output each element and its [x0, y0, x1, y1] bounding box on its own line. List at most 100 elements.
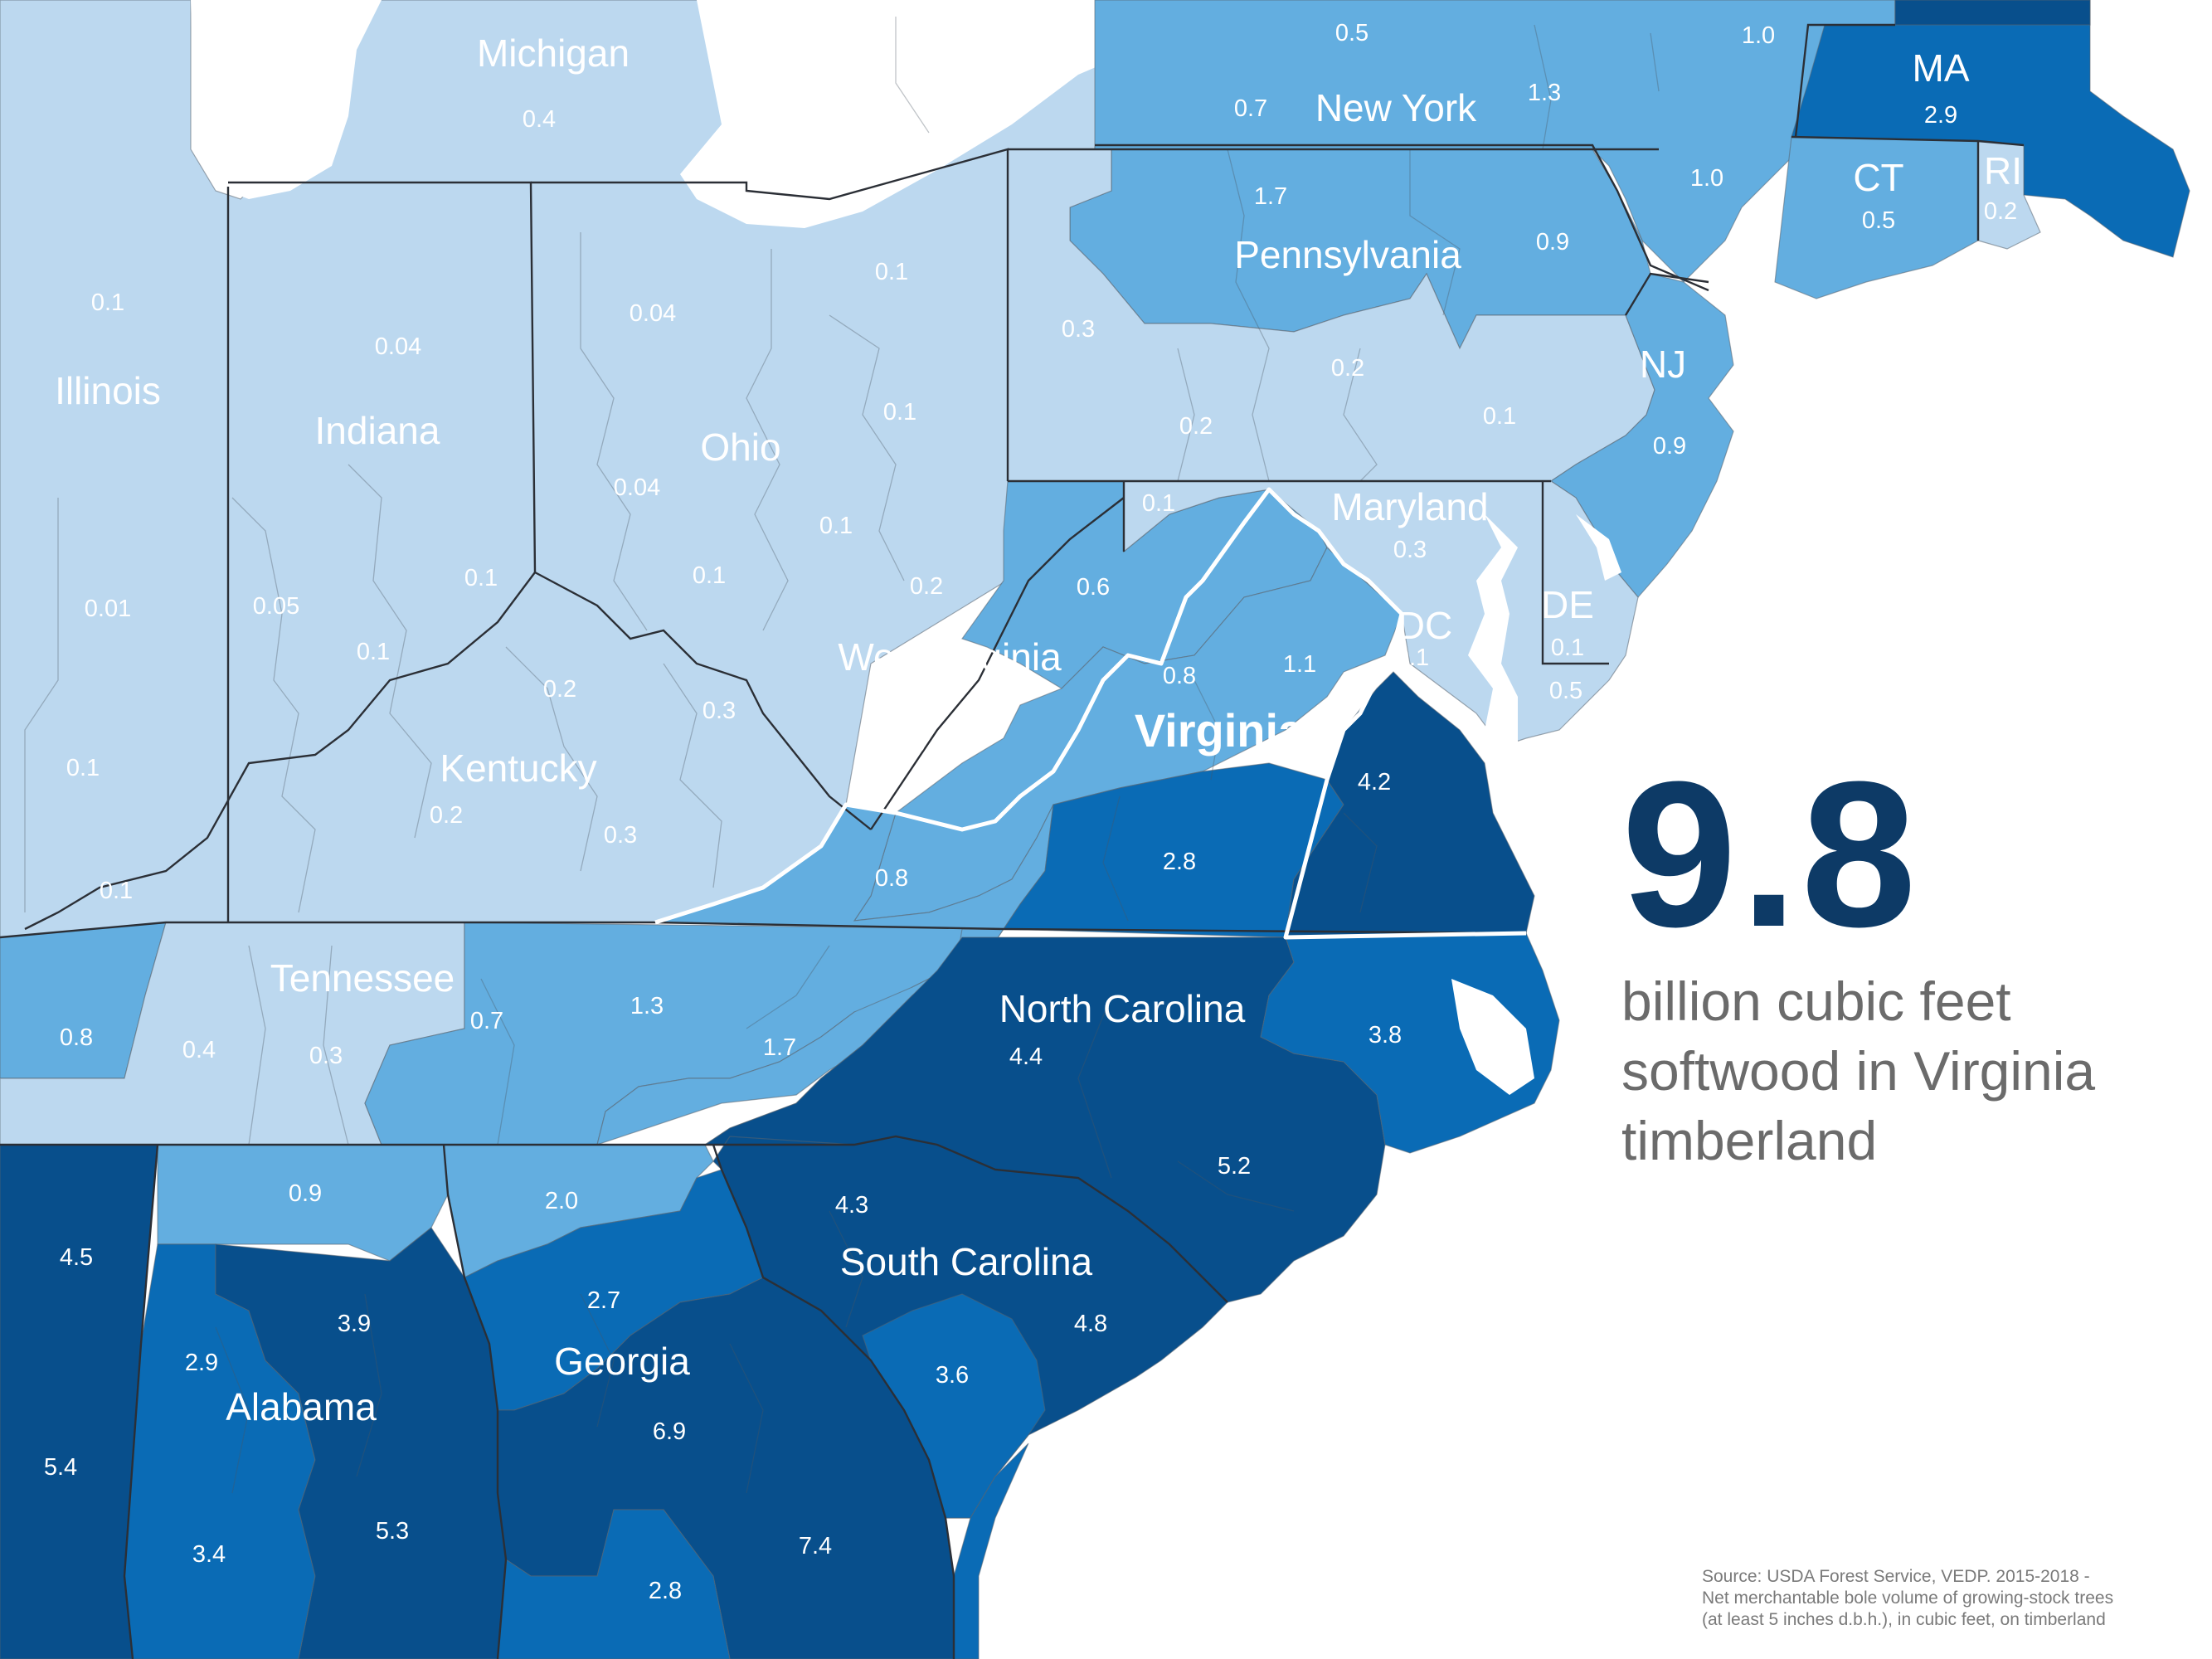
state-label-west-virginia: West Virginia [838, 635, 1062, 679]
region-value: 0.04 [375, 333, 421, 360]
long-island-sound [1733, 257, 2007, 369]
state-label-south-carolina: South Carolina [840, 1240, 1093, 1283]
state-label-georgia: Georgia [554, 1340, 690, 1383]
state-labels: Michigan New York MA CT RI Pennsylvania … [55, 32, 2022, 1428]
region-value: 0.5 [1335, 20, 1369, 46]
state-label-dc: DC [1398, 604, 1452, 647]
region-value: 3.8 [1369, 1022, 1402, 1048]
region-value: 0.1 [66, 755, 100, 781]
lake-michigan [191, 0, 382, 199]
region-value: 0.5 [1549, 678, 1582, 704]
region-value: 0.04 [630, 300, 676, 327]
region-value: 2.8 [1163, 849, 1196, 875]
region-value: 0.1 [883, 399, 916, 426]
headline-value: 9.8 [1621, 738, 1920, 970]
region-value: 0.1 [1142, 490, 1175, 517]
state-label-alabama: Alabama [226, 1385, 377, 1428]
headline-callout: 9.8 billion cubic feet softwood in Virgi… [1621, 751, 2202, 1175]
region-value: 4.3 [835, 1192, 868, 1219]
region-value: 3.4 [192, 1541, 226, 1568]
state-label-pennsylvania: Pennsylvania [1234, 233, 1461, 276]
region-value: 2.9 [185, 1350, 218, 1376]
state-borders [0, 23, 2025, 1659]
region-value: 3.9 [338, 1311, 371, 1337]
region-value: 0.2 [1331, 355, 1364, 382]
region-value: 0.2 [1984, 198, 2017, 225]
region-value: 0.6 [1077, 574, 1110, 601]
region-value: 0.2 [430, 802, 463, 829]
region-virginia-tidewater [1285, 671, 1535, 938]
state-label-rhode-island: RI [1984, 149, 2022, 192]
region-value: 0.1 [91, 289, 124, 316]
region-value: 0.4 [182, 1037, 216, 1063]
region-value: 0.2 [1179, 413, 1213, 440]
chesapeake-bay [1468, 514, 1559, 912]
region-value: 1.7 [763, 1034, 796, 1061]
region-value: 0.2 [543, 676, 576, 703]
region-values: 0.5 1.0 0.4 0.7 1.3 2.9 1.0 1.7 0.5 0.2 … [44, 20, 2017, 1604]
region-value: 0.1 [819, 513, 853, 539]
delaware-bay [1576, 514, 1621, 581]
region-value: 1.7 [1254, 183, 1287, 210]
region-value: 6.9 [653, 1418, 686, 1445]
region-value: 1.0 [1742, 22, 1775, 49]
region-value: 2.7 [587, 1287, 620, 1314]
region-value: 0.1 [875, 259, 908, 285]
region-value: 0.4 [523, 106, 556, 133]
state-label-massachusetts: MA [1913, 46, 1970, 90]
region-value: 0.1 [693, 562, 726, 589]
headline-description-line-1: billion cubic feet [1621, 971, 2011, 1032]
region-value: 0.9 [1536, 229, 1569, 255]
region-value: 0.3 [702, 698, 736, 724]
region-maine-corner [1894, 0, 2091, 26]
region-value: 2.8 [649, 1578, 682, 1604]
region-value: 0.01 [85, 596, 131, 622]
region-value: 7.4 [799, 1533, 832, 1559]
region-value: 1.1 [1283, 651, 1316, 678]
region-value: 0.9 [1653, 433, 1686, 460]
region-value: 1.0 [1690, 165, 1723, 192]
region-value: 0.1 [357, 639, 390, 665]
state-label-indiana: Indiana [315, 409, 440, 452]
region-value: 0.8 [875, 865, 908, 892]
region-georgia-coast [953, 1443, 1029, 1659]
state-label-ohio: Ohio [700, 426, 780, 469]
region-georgia-southwest [497, 1509, 731, 1659]
region-value: 1.3 [1528, 80, 1561, 106]
region-value: 5.2 [1218, 1153, 1251, 1180]
state-label-new-york: New York [1315, 86, 1477, 129]
county-lines [24, 17, 1660, 1494]
region-value: 0.3 [309, 1043, 343, 1069]
state-label-maryland: Maryland [1331, 485, 1488, 528]
state-label-illinois: Illinois [55, 369, 161, 412]
region-value: 4.2 [1358, 769, 1391, 795]
region-value: 3.6 [936, 1362, 969, 1389]
region-value: 0.2 [910, 573, 943, 600]
region-value: 0.8 [1163, 663, 1196, 689]
region-alabama-central [215, 1227, 507, 1659]
region-value: 0.1 [464, 565, 498, 591]
region-value: 0.3 [1393, 537, 1427, 563]
state-label-michigan: Michigan [477, 32, 630, 75]
region-value: 5.3 [376, 1518, 409, 1545]
region-value: 2.9 [1924, 102, 1957, 129]
state-label-north-carolina: North Carolina [999, 987, 1246, 1030]
region-north-carolina-coast [1260, 932, 1560, 1154]
region-new-jersey [1549, 273, 1734, 598]
region-value: 2.0 [545, 1188, 578, 1214]
state-label-connecticut: CT [1853, 156, 1903, 199]
region-value: 0.1 [1551, 635, 1584, 661]
pamlico-sound [1451, 979, 1534, 1095]
headline-description: billion cubic feet softwood in Virginia … [1621, 966, 2202, 1175]
region-value: 0.4 [912, 731, 946, 757]
region-value: 4.8 [1074, 1311, 1107, 1337]
region-value: 0.8 [60, 1024, 93, 1051]
region-value: 0.3 [604, 822, 637, 849]
region-value: 0.9 [289, 1180, 322, 1207]
source-line-1: Source: USDA Forest Service, VEDP. 2015-… [1702, 1567, 2090, 1586]
source-line-3: (at least 5 inches d.b.h.), in cubic fee… [1702, 1610, 2106, 1629]
headline-description-line-2: softwood in Virginia [1621, 1040, 2096, 1102]
state-label-delaware: DE [1541, 583, 1594, 626]
